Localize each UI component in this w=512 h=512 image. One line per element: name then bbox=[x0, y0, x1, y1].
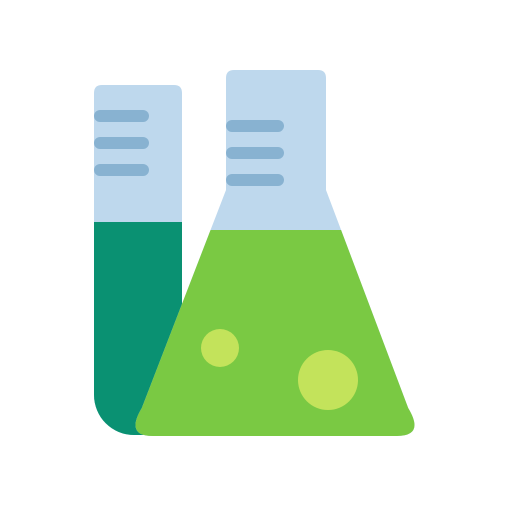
bubble bbox=[201, 329, 239, 367]
flask-marks bbox=[226, 120, 284, 186]
graduation-mark bbox=[94, 110, 149, 122]
graduation-mark bbox=[94, 137, 149, 149]
graduation-mark bbox=[94, 164, 149, 176]
graduation-mark bbox=[226, 147, 284, 159]
test-tube-marks bbox=[94, 110, 149, 176]
graduation-mark bbox=[226, 120, 284, 132]
graduation-mark bbox=[226, 174, 284, 186]
chemistry-flasks-icon bbox=[0, 0, 512, 512]
bubble bbox=[298, 350, 358, 410]
